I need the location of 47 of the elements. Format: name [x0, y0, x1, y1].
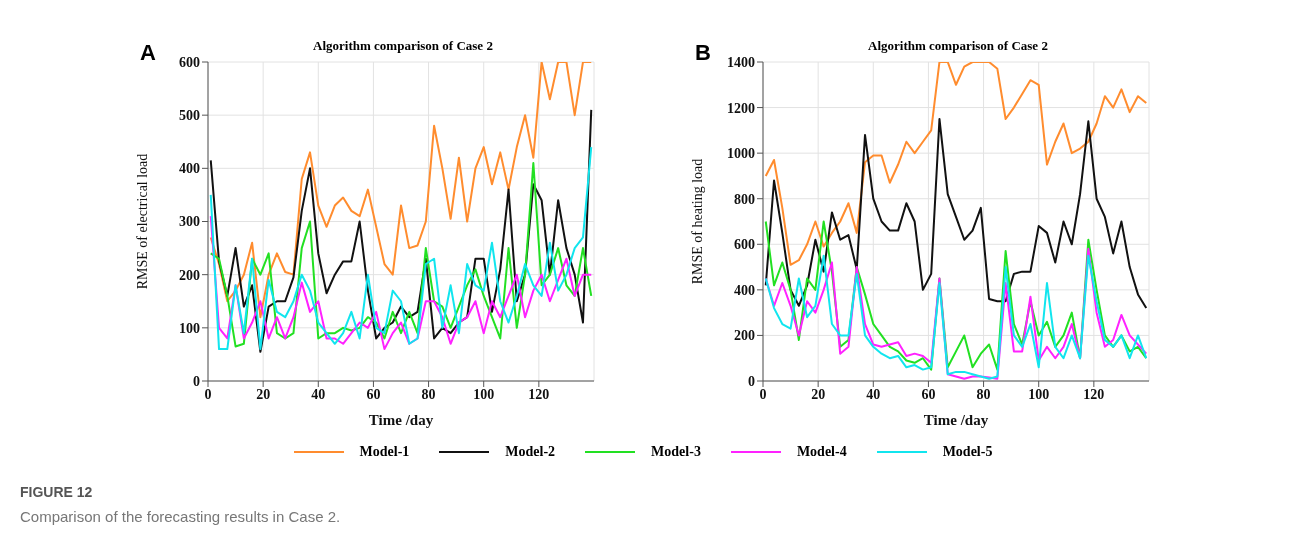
x-tick-label: 40	[866, 386, 881, 402]
text: B	[695, 40, 711, 66]
caption: FIGURE 12	[20, 484, 93, 500]
x-tick-label: 20	[256, 386, 271, 402]
y-tick-label: 100	[179, 320, 200, 336]
x-tick-label: 60	[366, 386, 381, 402]
y-tick-label: 1200	[727, 100, 755, 116]
x-tick-label: 80	[421, 386, 436, 402]
x-tick-label: 0	[204, 386, 212, 402]
y-axis-title: RMSE of electrical load	[134, 153, 150, 290]
y-tick-label: 1400	[727, 54, 755, 70]
chart-title: Algorithm comparison of Case 2	[312, 38, 494, 54]
x-tick-label: 80	[976, 386, 991, 402]
y-tick-label: 800	[734, 191, 755, 207]
y-tick-label: 500	[179, 108, 200, 124]
legend-label: Model-5	[942, 444, 993, 460]
legend-label: Model-4	[796, 444, 847, 460]
y-tick-label: 0	[193, 373, 200, 389]
y-tick-label: 400	[734, 282, 755, 298]
y-tick-label: 1000	[727, 146, 755, 162]
x-tick-label: 100	[473, 386, 495, 402]
text: A	[140, 40, 156, 66]
x-axis-title: Time /day	[923, 412, 989, 428]
y-tick-label: 200	[734, 328, 755, 344]
y-tick-label: 600	[179, 54, 200, 70]
y-tick-label: 0	[748, 373, 755, 389]
line-series	[764, 117, 1148, 310]
x-tick-label: 120	[1083, 386, 1105, 402]
x-axis-title: Time /day	[368, 412, 434, 428]
legend-label: Model-1	[359, 444, 410, 460]
x-tick-label: 0	[759, 386, 767, 402]
y-axis-title: RMSE of heating load	[689, 158, 705, 285]
x-tick-label: 60	[921, 386, 936, 402]
x-tick-label: 40	[311, 386, 326, 402]
legend-label: Model-3	[651, 444, 701, 460]
line-series	[209, 215, 593, 351]
chart-title: Algorithm comparison of Case 2	[867, 38, 1049, 54]
y-tick-label: 300	[179, 214, 200, 230]
line-series	[209, 108, 593, 353]
y-tick-label: 200	[179, 267, 200, 283]
legend-label: Model-2	[505, 444, 556, 460]
text: Comparison of the forecasting results in Case 2.	[20, 508, 341, 525]
y-tick-label: 400	[179, 161, 200, 177]
x-tick-label: 100	[1028, 386, 1050, 402]
y-tick-label: 600	[734, 237, 755, 253]
x-tick-label: 20	[811, 386, 826, 402]
x-tick-label: 120	[528, 386, 550, 402]
